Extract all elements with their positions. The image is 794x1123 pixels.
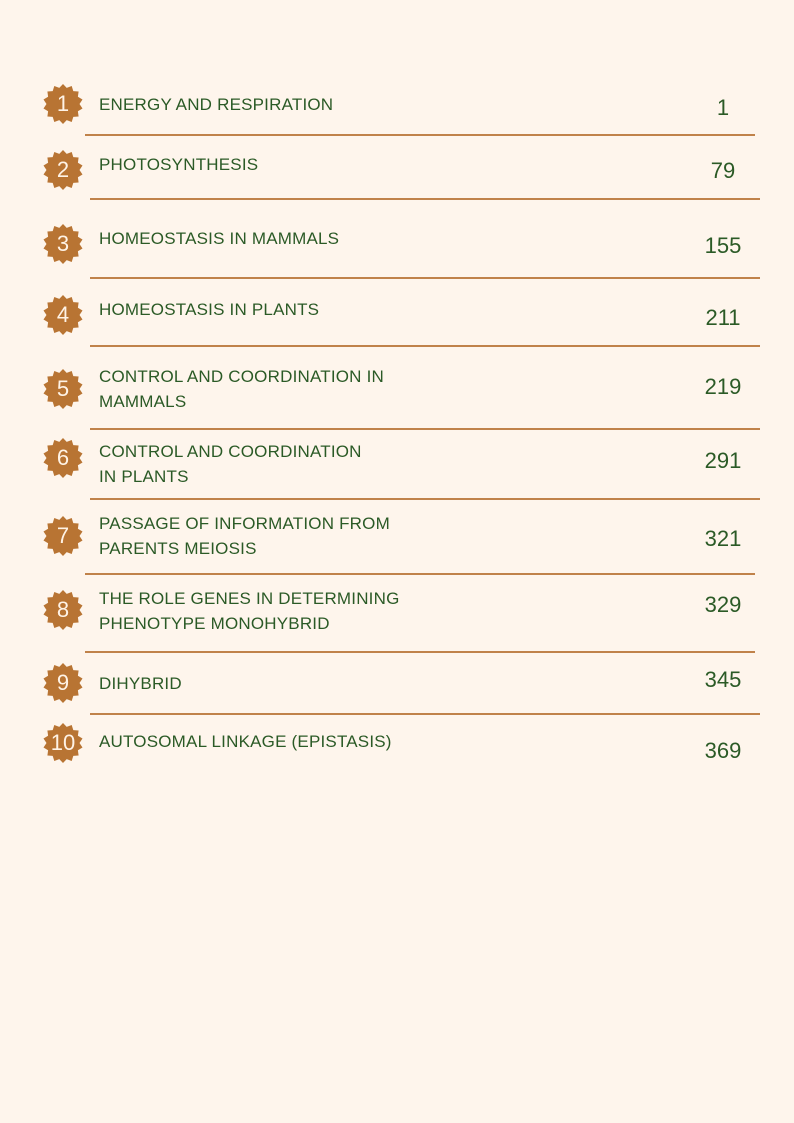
chapter-number: 10 bbox=[50, 730, 76, 755]
page-number: 79 bbox=[710, 158, 736, 183]
chapter-number: 6 bbox=[56, 445, 70, 470]
starburst-badge-icon: 2 bbox=[43, 150, 83, 190]
divider bbox=[85, 573, 755, 575]
starburst-badge-icon: 5 bbox=[43, 369, 83, 409]
starburst-badge-icon: 3 bbox=[43, 224, 83, 264]
divider bbox=[85, 134, 755, 136]
divider bbox=[90, 713, 760, 715]
starburst-badge-icon: 1 bbox=[43, 84, 83, 124]
chapter-number: 3 bbox=[56, 231, 70, 256]
divider bbox=[90, 277, 760, 279]
chapter-title[interactable]: AUTOSOMAL LINKAGE (EPISTASIS) bbox=[99, 732, 392, 751]
starburst-badge-icon: 8 bbox=[43, 590, 83, 630]
chapter-number: 5 bbox=[56, 376, 70, 401]
divider bbox=[90, 345, 760, 347]
chapter-number: 2 bbox=[56, 157, 70, 182]
page-number: 219 bbox=[704, 374, 742, 399]
chapter-number: 9 bbox=[56, 670, 70, 695]
divider bbox=[85, 651, 755, 653]
chapter-number: 8 bbox=[56, 597, 70, 622]
chapter-title[interactable]: CONTROL AND COORDINATION IN PLANTS bbox=[99, 442, 362, 486]
starburst-badge-icon: 9 bbox=[43, 663, 83, 703]
page-number: 1 bbox=[716, 95, 730, 120]
page-number: 291 bbox=[704, 448, 742, 473]
chapter-title[interactable]: THE ROLE GENES IN DETERMINING PHENOTYPE … bbox=[99, 589, 400, 633]
chapter-title[interactable]: PASSAGE OF INFORMATION FROM PARENTS MEIO… bbox=[99, 514, 390, 558]
chapter-title[interactable]: ENERGY AND RESPIRATION bbox=[99, 95, 334, 114]
chapter-number: 7 bbox=[56, 523, 70, 548]
chapter-number: 4 bbox=[56, 302, 70, 327]
starburst-badge-icon: 7 bbox=[43, 516, 83, 556]
chapter-title[interactable]: CONTROL AND COORDINATION IN MAMMALS bbox=[99, 367, 384, 411]
chapter-title[interactable]: HOMEOSTASIS IN PLANTS bbox=[99, 300, 320, 319]
chapter-number: 1 bbox=[56, 91, 70, 116]
chapter-title[interactable]: PHOTOSYNTHESIS bbox=[99, 155, 259, 174]
starburst-badge-icon: 10 bbox=[43, 723, 83, 763]
divider bbox=[90, 198, 760, 200]
chapter-title[interactable]: HOMEOSTASIS IN MAMMALS bbox=[99, 229, 340, 248]
starburst-badge-icon: 4 bbox=[43, 295, 83, 335]
page-number: 369 bbox=[704, 738, 742, 763]
divider bbox=[90, 498, 760, 500]
page-number: 329 bbox=[704, 592, 742, 617]
divider bbox=[90, 428, 760, 430]
chapter-title[interactable]: DIHYBRID bbox=[99, 674, 182, 693]
page-number: 155 bbox=[704, 233, 742, 258]
page-number: 321 bbox=[704, 526, 742, 551]
starburst-badge-icon: 6 bbox=[43, 438, 83, 478]
page-number: 211 bbox=[705, 305, 741, 330]
page-number: 345 bbox=[704, 667, 742, 692]
